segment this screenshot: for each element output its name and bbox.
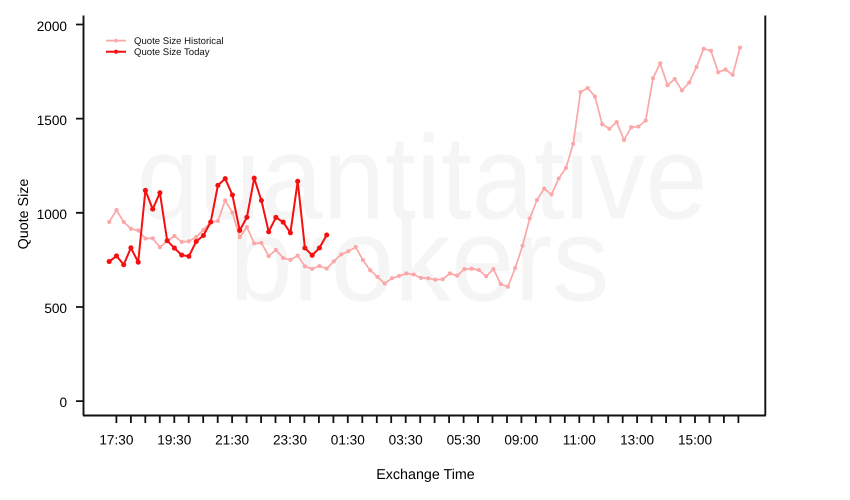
svg-text:11:00: 11:00 bbox=[563, 433, 596, 448]
svg-text:0: 0 bbox=[59, 395, 67, 410]
svg-text:brokers: brokers bbox=[229, 194, 609, 327]
svg-text:05:30: 05:30 bbox=[447, 433, 481, 448]
svg-text:Quote Size Historical: Quote Size Historical bbox=[134, 36, 224, 47]
svg-text:19:30: 19:30 bbox=[157, 433, 191, 448]
svg-text:1000: 1000 bbox=[37, 207, 68, 222]
svg-text:quantitative: quantitative bbox=[137, 112, 708, 245]
svg-text:09:00: 09:00 bbox=[504, 433, 538, 448]
svg-text:21:30: 21:30 bbox=[215, 433, 249, 448]
svg-text:01:30: 01:30 bbox=[331, 433, 365, 448]
svg-text:23:30: 23:30 bbox=[273, 433, 307, 448]
svg-text:15:00: 15:00 bbox=[678, 433, 712, 448]
svg-text:13:00: 13:00 bbox=[620, 433, 654, 448]
svg-text:500: 500 bbox=[44, 301, 67, 316]
svg-text:17:30: 17:30 bbox=[99, 433, 133, 448]
svg-text:Quote Size: Quote Size bbox=[16, 179, 32, 250]
svg-text:2000: 2000 bbox=[37, 19, 68, 34]
svg-text:Quote Size Today: Quote Size Today bbox=[134, 47, 210, 58]
svg-text:03:30: 03:30 bbox=[389, 433, 423, 448]
svg-text:1500: 1500 bbox=[37, 113, 68, 128]
svg-text:Exchange Time: Exchange Time bbox=[376, 467, 475, 483]
